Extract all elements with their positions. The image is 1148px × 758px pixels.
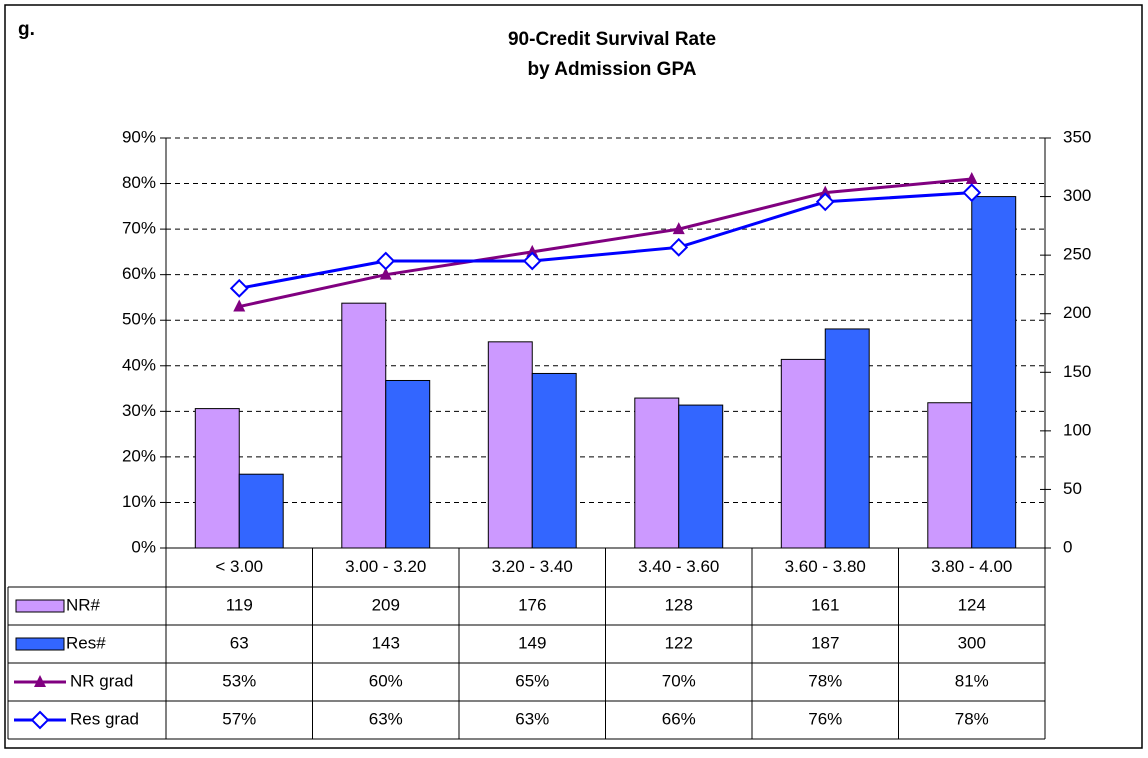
y-tick-label: 20%: [122, 446, 156, 465]
table-value: 209: [372, 595, 400, 614]
table-value: 128: [665, 595, 693, 614]
bar: [678, 404, 724, 549]
bar: [341, 302, 387, 549]
table-value: 119: [226, 595, 253, 614]
y2-tick-label: 350: [1063, 127, 1091, 146]
bar: [531, 372, 577, 549]
bar: [824, 328, 870, 549]
table-value: 143: [372, 633, 400, 652]
chart-title: 90-Credit Survival Rate: [508, 29, 716, 50]
bar: [927, 402, 973, 549]
bar: [780, 358, 826, 549]
x-tick-label: 3.60 - 3.80: [785, 557, 866, 576]
line-marker: [672, 222, 685, 235]
y-tick-label: 30%: [122, 401, 156, 420]
legend-swatch: [15, 637, 65, 651]
y-tick-label: 40%: [122, 355, 156, 374]
y2-tick-label: 150: [1063, 362, 1091, 381]
line-marker: [819, 185, 832, 198]
table-value: 63%: [369, 709, 403, 728]
table-value: 176: [518, 595, 546, 614]
y2-tick-label: 0: [1063, 537, 1072, 556]
y2-tick-label: 100: [1063, 420, 1091, 439]
line: [238, 191, 972, 290]
bar: [487, 341, 533, 549]
table-value: 53%: [222, 671, 256, 690]
line-marker: [815, 192, 835, 212]
line-marker: [233, 299, 246, 312]
table-value: 63%: [515, 709, 549, 728]
x-tick-label: 3.40 - 3.60: [638, 557, 719, 576]
x-tick-label: 3.80 - 4.00: [931, 557, 1012, 576]
bar: [634, 397, 680, 549]
y-tick-label: 10%: [122, 492, 156, 511]
x-tick-label: < 3.00: [215, 557, 263, 576]
y2-tick-label: 200: [1063, 303, 1091, 322]
y-tick-label: 90%: [122, 127, 156, 146]
table-value: 76%: [808, 709, 842, 728]
line-marker: [962, 183, 982, 203]
chart-subtitle: by Admission GPA: [528, 59, 697, 80]
table-value: 63: [230, 633, 249, 652]
bar: [194, 408, 240, 549]
y-tick-label: 60%: [122, 264, 156, 283]
table-value: 161: [811, 595, 839, 614]
legend-label: NR#: [66, 595, 101, 614]
line: [238, 177, 972, 309]
y-tick-label: 70%: [122, 219, 156, 238]
table-value: 149: [518, 633, 546, 652]
legend-swatch: [15, 599, 65, 613]
y-tick-label: 80%: [122, 173, 156, 192]
table-value: 78%: [808, 671, 842, 690]
table-value: 187: [811, 633, 839, 652]
y-tick-label: 0%: [131, 537, 156, 556]
legend-label: NR grad: [70, 671, 133, 690]
y2-tick-label: 300: [1063, 186, 1091, 205]
panel-label: g.: [18, 19, 35, 40]
table-value: 122: [665, 633, 693, 652]
y2-tick-label: 50: [1063, 479, 1082, 498]
bar: [385, 379, 431, 549]
table-value: 60%: [369, 671, 403, 690]
line-marker: [526, 244, 539, 257]
line-marker: [229, 278, 249, 298]
bar: [971, 196, 1017, 549]
legend-marker: [34, 675, 46, 687]
legend-label: Res#: [66, 633, 106, 652]
table-value: 78%: [955, 709, 989, 728]
line-marker: [669, 237, 689, 257]
table-value: 124: [958, 595, 986, 614]
table-value: 81%: [955, 671, 989, 690]
x-tick-label: 3.20 - 3.40: [492, 557, 573, 576]
y2-tick-label: 250: [1063, 245, 1091, 264]
x-tick-label: 3.00 - 3.20: [345, 557, 426, 576]
legend-marker: [30, 710, 50, 730]
table-value: 66%: [662, 709, 696, 728]
table-value: 300: [958, 633, 986, 652]
table-value: 65%: [515, 671, 549, 690]
line-marker: [965, 172, 978, 184]
y-tick-label: 50%: [122, 310, 156, 329]
line-marker: [376, 251, 396, 271]
table-value: 70%: [662, 671, 696, 690]
line-marker: [522, 251, 542, 271]
line-marker: [379, 267, 392, 280]
table-value: 57%: [222, 709, 256, 728]
bar: [238, 473, 284, 549]
legend-label: Res grad: [70, 709, 139, 728]
